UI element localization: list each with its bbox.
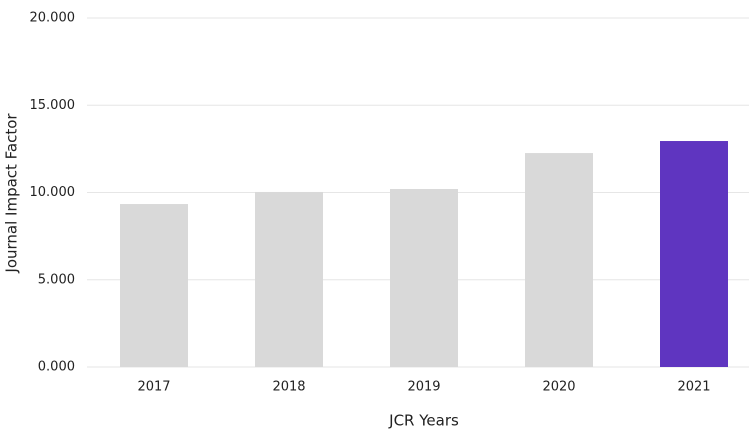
bar bbox=[120, 204, 188, 367]
bar bbox=[525, 153, 593, 367]
y-tick-label: 5.000 bbox=[38, 272, 75, 287]
x-tick-label: 2017 bbox=[137, 380, 170, 395]
y-tick-label: 10.000 bbox=[30, 185, 76, 200]
x-tick-label: 2018 bbox=[272, 380, 305, 395]
x-axis-title: JCR Years bbox=[388, 412, 459, 430]
x-tick-label: 2019 bbox=[407, 380, 440, 395]
y-tick-label: 15.000 bbox=[30, 98, 76, 113]
bar bbox=[255, 191, 323, 367]
x-tick-label: 2020 bbox=[542, 380, 575, 395]
y-tick-label: 0.000 bbox=[38, 360, 75, 375]
bar bbox=[390, 189, 458, 367]
bar bbox=[660, 141, 728, 367]
x-tick-label: 2021 bbox=[677, 380, 710, 395]
y-axis-title: Journal Impact Factor bbox=[3, 113, 21, 274]
y-tick-label: 20.000 bbox=[30, 11, 76, 26]
